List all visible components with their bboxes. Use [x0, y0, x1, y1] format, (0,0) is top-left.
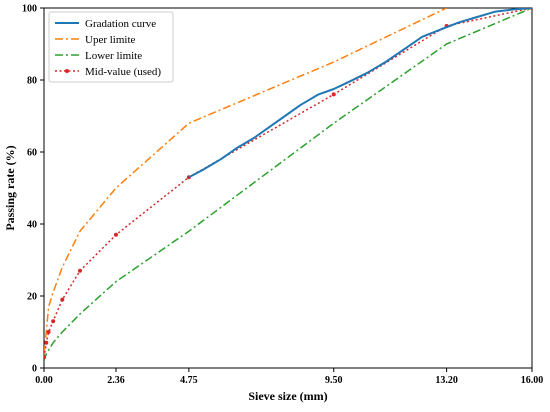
y-tick-label: 40 [27, 220, 37, 231]
series-lines [44, 8, 532, 362]
plot-frame [43, 7, 533, 369]
y-tick-label: 20 [27, 292, 37, 303]
x-tick-label: 9.50 [325, 375, 343, 386]
data-point-marker [44, 340, 49, 345]
y-tick-label: 0 [32, 364, 37, 375]
x-tick-label: 2.36 [107, 375, 125, 386]
legend-label: Mid-value (used) [85, 66, 161, 78]
series-line-lower-limite [44, 8, 532, 362]
series-line-gradation-curve [188, 8, 532, 179]
plot-border [43, 7, 533, 369]
x-axis-title: Sieve size (mm) [248, 389, 327, 403]
y-tick-label: 100 [22, 4, 37, 15]
data-point-marker [60, 297, 65, 302]
legend-label: Lower limite [85, 50, 142, 62]
data-point-marker [46, 330, 51, 334]
data-point-marker [77, 268, 82, 273]
x-tick-label: 16.00 [521, 375, 544, 386]
data-point-marker [44, 355, 46, 360]
x-tick-label: 0.00 [35, 375, 53, 386]
x-tick-label: 4.75 [180, 375, 198, 386]
series-line-uper-limite [44, 8, 447, 354]
y-tick-label: 60 [27, 148, 37, 159]
legend: Gradation curve Uper limite Lower limite Mi… [48, 11, 174, 83]
data-point-marker [331, 92, 336, 97]
y-tick-label: 80 [27, 76, 37, 87]
data-point-marker [113, 232, 118, 237]
data-point-marker [51, 319, 56, 324]
y-axis-title: Passing rate (%) [3, 145, 17, 230]
legend-box [48, 11, 174, 83]
legend-marker [65, 69, 69, 73]
axis-ticks: 0.00 2.36 4.75 9.50 13.20 16.00 0 20 40 60 80 100 [22, 4, 543, 387]
x-tick-label: 13.20 [435, 375, 458, 386]
legend-label: Gradation curve [85, 18, 156, 30]
legend-label: Uper limite [85, 34, 136, 46]
